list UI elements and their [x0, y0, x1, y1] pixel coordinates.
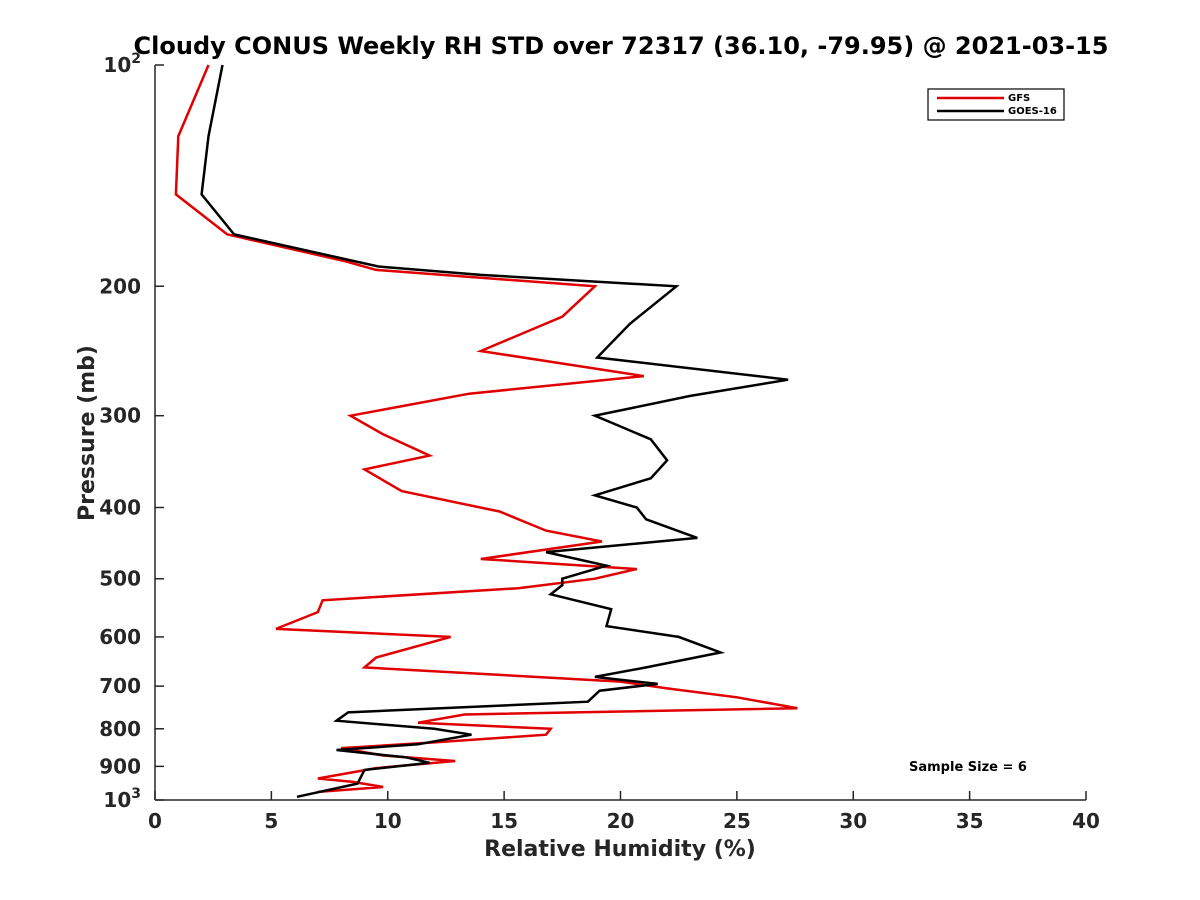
- y-tick-label: 500: [99, 567, 141, 591]
- x-tick-label: 30: [839, 809, 867, 833]
- y-axis-label: Pressure (mb): [75, 345, 100, 521]
- y-tick-label: 900: [99, 754, 141, 778]
- series-line-gfs: [174, 64, 798, 794]
- x-tick-label: 20: [607, 809, 635, 833]
- x-tick-label: 15: [490, 809, 518, 833]
- x-tick-label: 5: [264, 809, 278, 833]
- y-tick-label: 400: [99, 496, 141, 520]
- x-tick-label: 10: [374, 809, 402, 833]
- chart-title: Cloudy CONUS Weekly RH STD over 72317 (3…: [134, 32, 1109, 60]
- legend-label-gfs: GFS: [1008, 93, 1030, 104]
- x-axis-label: Relative Humidity (%): [484, 837, 756, 862]
- y-tick-label: 103: [103, 786, 141, 812]
- series-layer: [174, 64, 798, 799]
- sample-size-annotation: Sample Size = 6: [909, 760, 1027, 775]
- legend-label-goes16: GOES-16: [1008, 106, 1057, 117]
- series-line-goes16: [200, 64, 789, 799]
- y-tick-label: 300: [99, 404, 141, 428]
- y-tick-label: 700: [99, 674, 141, 698]
- x-tick-label: 40: [1072, 809, 1100, 833]
- legend-box: [927, 88, 1065, 121]
- x-tick-label: 25: [723, 809, 751, 833]
- x-ticks: 0 5 10 15 20 25 30 35 40: [148, 791, 1100, 833]
- y-ticks: 102 200 300 400 500 600 700 800 900 103: [99, 51, 164, 812]
- y-tick-label: 600: [99, 625, 141, 649]
- x-tick-label: 0: [148, 809, 162, 833]
- y-tick-label: 200: [99, 274, 141, 298]
- y-tick-label: 102: [103, 51, 141, 77]
- x-tick-label: 35: [956, 809, 984, 833]
- legend: GFS GOES-16: [927, 88, 1065, 121]
- y-tick-label: 800: [99, 717, 141, 741]
